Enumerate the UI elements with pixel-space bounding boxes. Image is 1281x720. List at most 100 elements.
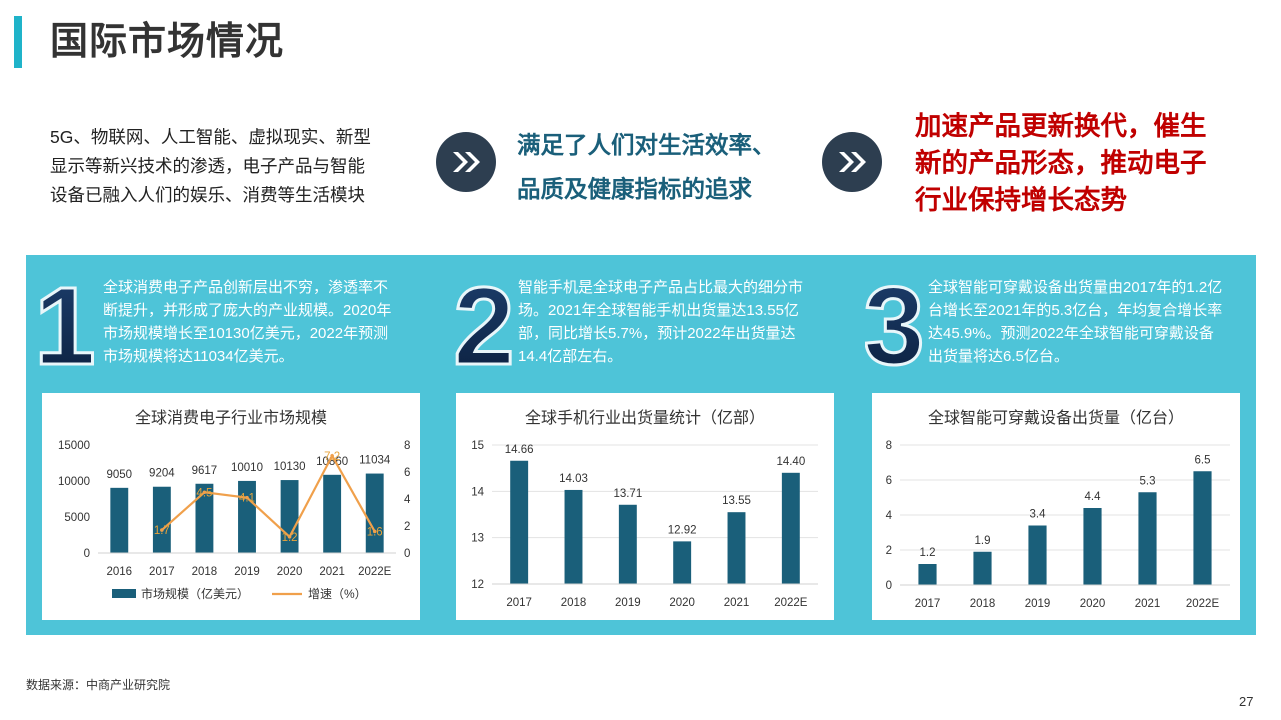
chart-title: 全球消费电子行业市场规模 bbox=[135, 409, 327, 427]
bar bbox=[727, 512, 746, 584]
series-line bbox=[161, 453, 376, 539]
middle-line: 满足了人们对生活效率、 bbox=[517, 132, 776, 158]
double-chevron-right-icon bbox=[436, 132, 496, 192]
x-tick-label: 2020 bbox=[1080, 598, 1106, 610]
point-line: 台增长至2021年的5.3亿台，年均复合增长率 bbox=[928, 302, 1223, 319]
number-badge-icon: 2 bbox=[452, 264, 516, 390]
x-tick-label: 2017 bbox=[149, 566, 175, 578]
line-point bbox=[372, 529, 377, 534]
bar bbox=[1138, 492, 1157, 585]
consumer-electronics-chart: 全球消费电子行业市场规模 0 5000 10000 15000 0 2 4 6 8 9050 2016… bbox=[58, 409, 411, 601]
chart-card-phone-shipments: 全球手机行业出货量统计（亿部） 12 13 14 15 14.66 2017 14.03 201… bbox=[456, 393, 834, 620]
data-label: 14.03 bbox=[559, 473, 588, 485]
point-line: 出货量将达6.5亿台。 bbox=[928, 348, 1069, 365]
data-label: 9050 bbox=[106, 469, 132, 481]
bar bbox=[781, 472, 800, 584]
bar bbox=[564, 489, 583, 584]
bar bbox=[973, 551, 992, 585]
bar bbox=[238, 480, 256, 553]
y2-tick-label: 6 bbox=[404, 467, 410, 479]
data-label: 7.2 bbox=[324, 451, 340, 463]
bar bbox=[1193, 471, 1212, 585]
bar bbox=[152, 486, 171, 553]
x-tick-label: 2016 bbox=[106, 566, 132, 578]
y-tick-label: 14 bbox=[471, 486, 484, 498]
data-label: 6.5 bbox=[1195, 454, 1211, 466]
point-3-text: 全球智能可穿戴设备出货量由2017年的1.2亿 台增长至2021年的5.3亿台，… bbox=[928, 276, 1253, 368]
data-label: 13.55 bbox=[722, 495, 751, 507]
y-tick-label: 4 bbox=[886, 510, 893, 522]
y2-tick-label: 0 bbox=[404, 548, 410, 560]
legend-swatch bbox=[112, 589, 136, 598]
bar bbox=[1028, 525, 1047, 585]
x-tick-label: 2021 bbox=[1135, 598, 1161, 610]
middle-line: 品质及健康指标的追求 bbox=[517, 176, 752, 202]
intro-text: 5G、物联网、人工智能、虚拟现实、新型 显示等新兴技术的渗透，电子产品与智能 设… bbox=[50, 123, 400, 210]
data-label: 4.4 bbox=[1085, 491, 1102, 503]
number-badge-icon: 3 bbox=[862, 264, 926, 390]
number-badge-icon: 1 bbox=[33, 264, 97, 390]
line-point bbox=[330, 454, 334, 458]
data-label: 1.2 bbox=[282, 532, 298, 544]
bar bbox=[918, 564, 937, 585]
x-tick-label: 2019 bbox=[234, 566, 260, 578]
wearables-chart: 全球智能可穿戴设备出货量（亿台） 0 2 4 6 8 1.2 2017 1.9 2018 3.4 20… bbox=[886, 409, 1230, 610]
data-label: 1.7 bbox=[154, 525, 170, 537]
number-badge-digit: 2 bbox=[455, 270, 513, 370]
y2-tick-label: 4 bbox=[404, 494, 411, 506]
x-tick-label: 2019 bbox=[1025, 598, 1051, 610]
data-label: 10130 bbox=[274, 461, 306, 473]
data-label: 9204 bbox=[149, 468, 175, 480]
page-title: 国际市场情况 bbox=[50, 21, 285, 63]
y-tick-label: 10000 bbox=[58, 476, 90, 488]
point-line: 全球消费电子产品创新层出不穷，渗透率不 bbox=[103, 279, 389, 296]
point-line: 断提升，并形成了庞大的产业规模。2020年 bbox=[103, 302, 392, 319]
x-tick-label: 2020 bbox=[277, 566, 303, 578]
legend-label: 增速（%） bbox=[308, 587, 367, 601]
double-chevron-right-icon bbox=[822, 132, 882, 192]
intro-line: 设备已融入人们的娱乐、消费等生活模块 bbox=[50, 185, 365, 205]
chart-card-consumer-electronics: 全球消费电子行业市场规模 0 5000 10000 15000 0 2 4 6 8 9050 2016… bbox=[42, 393, 420, 620]
line-point bbox=[160, 528, 164, 532]
data-label: 14.40 bbox=[776, 456, 805, 468]
point-1-text: 全球消费电子产品创新层出不穷，渗透率不 断提升，并形成了庞大的产业规模。2020… bbox=[103, 276, 433, 368]
point-line: 市场规模将达11034亿美元。 bbox=[103, 348, 294, 365]
middle-statement: 满足了人们对生活效率、 品质及健康指标的追求 bbox=[517, 123, 817, 211]
point-line: 14.4亿部左右。 bbox=[518, 348, 623, 365]
phone-shipments-chart: 全球手机行业出货量统计（亿部） 12 13 14 15 14.66 2017 14.03 201… bbox=[471, 409, 818, 609]
x-tick-label: 2017 bbox=[915, 598, 941, 610]
y-tick-label: 0 bbox=[886, 580, 892, 592]
chart-card-wearables: 全球智能可穿戴设备出货量（亿台） 0 2 4 6 8 1.2 2017 1.9 2018 3.4 20… bbox=[872, 393, 1240, 620]
bar bbox=[323, 474, 342, 553]
conclusion-line: 新的产品形态，推动电子 bbox=[915, 148, 1207, 178]
x-tick-label: 2021 bbox=[319, 566, 345, 578]
y-tick-label: 2 bbox=[886, 545, 892, 557]
data-label: 1.9 bbox=[975, 535, 991, 547]
number-badge-digit: 1 bbox=[36, 270, 94, 370]
data-label: 11034 bbox=[359, 455, 391, 467]
bar bbox=[1083, 508, 1102, 585]
data-label: 4.5 bbox=[196, 487, 212, 499]
point-line: 智能手机是全球电子产品占比最大的细分市 bbox=[518, 279, 804, 296]
bar bbox=[510, 460, 529, 584]
data-label: 14.66 bbox=[505, 444, 534, 456]
x-tick-label: 2019 bbox=[615, 597, 641, 609]
bar bbox=[110, 487, 129, 553]
y-tick-label: 15 bbox=[471, 440, 484, 452]
y-tick-label: 5000 bbox=[64, 512, 90, 524]
line-point bbox=[202, 490, 207, 495]
conclusion-statement: 加速产品更新换代，催生 新的产品形态，推动电子 行业保持增长态势 bbox=[915, 108, 1235, 219]
data-label: 12.92 bbox=[668, 524, 697, 536]
x-tick-label: 2022E bbox=[358, 566, 392, 578]
data-label: 1.6 bbox=[367, 526, 383, 538]
x-tick-label: 2017 bbox=[506, 597, 532, 609]
bar bbox=[195, 483, 214, 553]
y-tick-label: 6 bbox=[886, 475, 892, 487]
intro-line: 5G、物联网、人工智能、虚拟现实、新型 bbox=[50, 127, 371, 147]
line-point bbox=[245, 495, 249, 500]
data-label: 1.2 bbox=[920, 547, 936, 559]
data-label: 4.1 bbox=[239, 493, 255, 505]
point-line: 达45.9%。预测2022年全球智能可穿戴设备 bbox=[928, 325, 1214, 342]
data-label: 13.71 bbox=[613, 488, 642, 500]
point-2-text: 智能手机是全球电子产品占比最大的细分市 场。2021年全球智能手机出货量达13.… bbox=[518, 276, 848, 368]
